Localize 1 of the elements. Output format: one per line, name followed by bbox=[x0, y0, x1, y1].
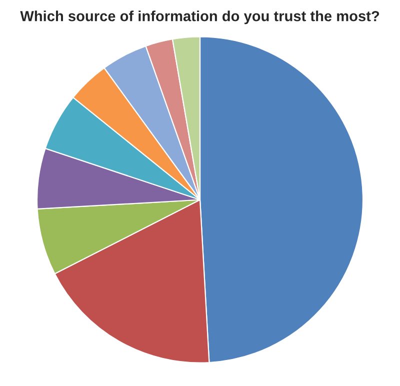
chart-title: Which source of information do you trust the most? bbox=[20, 10, 380, 24]
